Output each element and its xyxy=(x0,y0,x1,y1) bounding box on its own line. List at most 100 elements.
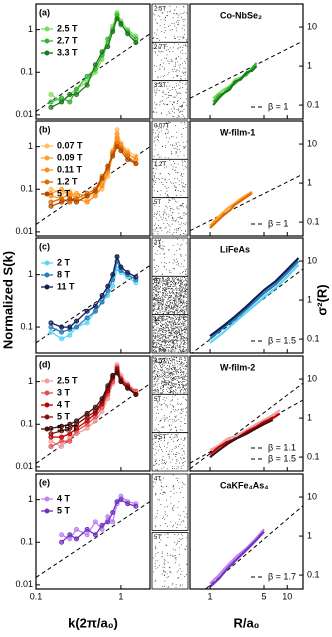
dot xyxy=(183,372,184,373)
dot xyxy=(160,303,161,304)
dot xyxy=(167,533,168,534)
dot xyxy=(157,250,158,251)
dot xyxy=(183,390,184,391)
dot xyxy=(175,71,176,72)
dot xyxy=(176,461,177,462)
dot xyxy=(184,419,185,420)
dot xyxy=(181,403,182,404)
dot xyxy=(171,350,172,351)
dot xyxy=(155,469,156,470)
dot xyxy=(185,230,186,231)
dot xyxy=(171,208,172,209)
dot xyxy=(155,332,156,333)
dot xyxy=(182,50,183,51)
dot xyxy=(163,334,164,335)
dot xyxy=(176,187,177,188)
dot xyxy=(171,368,172,369)
dot xyxy=(161,342,162,343)
dot xyxy=(154,260,155,261)
dot xyxy=(175,421,176,422)
dot xyxy=(154,342,155,343)
dot xyxy=(185,347,186,348)
dot xyxy=(186,320,187,321)
dot xyxy=(154,289,155,290)
dot xyxy=(169,425,170,426)
dot xyxy=(172,277,173,278)
dot xyxy=(172,111,173,112)
dot xyxy=(183,319,184,320)
dot xyxy=(167,347,168,348)
dot xyxy=(166,389,167,390)
dot xyxy=(168,434,169,435)
dot xyxy=(185,408,186,409)
dot xyxy=(179,488,180,489)
dot xyxy=(182,307,183,308)
point xyxy=(49,187,53,191)
dot xyxy=(175,334,176,335)
dot xyxy=(154,92,155,93)
dot xyxy=(175,324,176,325)
dot xyxy=(164,75,165,76)
dot xyxy=(155,459,156,460)
dot xyxy=(179,565,180,566)
dot xyxy=(182,584,183,585)
dot xyxy=(165,404,166,405)
dot xyxy=(185,507,186,508)
dot xyxy=(157,270,158,271)
dot xyxy=(174,148,175,149)
dot xyxy=(165,288,166,289)
dot xyxy=(154,465,155,466)
y-tick-label: 10 xyxy=(307,373,317,383)
dot xyxy=(177,341,178,342)
dot xyxy=(180,327,181,328)
dot xyxy=(170,332,171,333)
dot xyxy=(178,317,179,318)
dot xyxy=(163,517,164,518)
dot xyxy=(177,279,178,280)
dot xyxy=(165,534,166,535)
dot xyxy=(180,255,181,256)
dot xyxy=(172,375,173,376)
dot xyxy=(163,295,164,296)
dot xyxy=(162,553,163,554)
dot xyxy=(171,347,172,348)
dot xyxy=(154,308,155,309)
dot xyxy=(157,312,158,313)
dot xyxy=(176,296,177,297)
dot xyxy=(172,303,173,304)
dot xyxy=(164,586,165,587)
dot xyxy=(186,243,187,244)
dot xyxy=(168,363,169,364)
dot xyxy=(169,416,170,417)
dot xyxy=(166,451,167,452)
dot xyxy=(168,362,169,363)
dot xyxy=(162,372,163,373)
dot xyxy=(167,231,168,232)
panel-title: CaKFe₄As₄ xyxy=(220,480,269,490)
dot xyxy=(164,372,165,373)
dot xyxy=(186,288,187,289)
dot xyxy=(169,206,170,207)
dot xyxy=(161,51,162,52)
dot xyxy=(185,297,186,298)
dot xyxy=(176,527,177,528)
dot xyxy=(176,167,177,168)
dot xyxy=(154,287,155,288)
point xyxy=(49,93,53,97)
dot xyxy=(172,29,173,30)
dot xyxy=(170,95,171,96)
dot xyxy=(160,52,161,53)
dot xyxy=(157,337,158,338)
dot xyxy=(157,333,158,334)
dot xyxy=(178,482,179,483)
dot xyxy=(166,350,167,351)
dot xyxy=(166,347,167,348)
dot xyxy=(156,300,157,301)
dot xyxy=(181,292,182,293)
dot xyxy=(154,379,155,380)
dot xyxy=(177,466,178,467)
y-tick-label: 0.1 xyxy=(20,321,33,331)
dot xyxy=(155,342,156,343)
dot xyxy=(165,94,166,95)
point xyxy=(68,93,72,97)
